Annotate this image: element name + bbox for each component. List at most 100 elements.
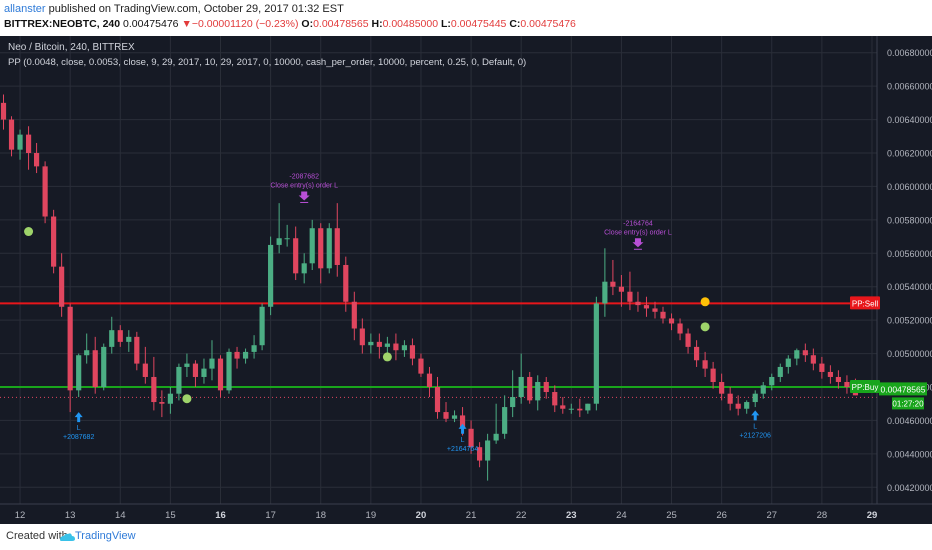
candle-body	[184, 363, 190, 367]
exit-amount: -2164764	[623, 220, 653, 227]
current-price-box	[879, 382, 927, 396]
candle-body	[176, 366, 182, 394]
candle-body	[568, 408, 574, 410]
price-axis[interactable]: 0.00680000 0.00660000 0.00640000 0.00620000…	[887, 48, 932, 493]
candle-body	[660, 311, 666, 319]
open-label: O:	[301, 18, 314, 30]
candle-body	[33, 153, 40, 167]
tradingview-brand[interactable]: TradingView	[75, 530, 136, 542]
close-value: 0.00475476	[520, 18, 576, 30]
candle-body	[276, 238, 282, 245]
candle-body	[477, 447, 483, 461]
x-tick-label: 29	[867, 510, 878, 521]
candle-body	[527, 376, 533, 401]
y-tick-label: 0.00520000	[887, 316, 932, 326]
candle-body	[284, 238, 290, 240]
candle-body	[159, 402, 165, 404]
candle-body	[142, 363, 148, 377]
x-tick-label: 24	[616, 510, 627, 521]
low-value: 0.00475445	[450, 18, 507, 30]
candle-body	[234, 351, 240, 359]
candle-body	[401, 345, 408, 351]
y-tick-label: 0.00500000	[887, 349, 932, 359]
level-label-box	[850, 380, 880, 393]
x-tick-label: 15	[165, 510, 176, 521]
long-entry-arrow	[74, 412, 83, 423]
y-tick-label: 0.00680000	[887, 48, 932, 58]
y-tick-label: 0.00600000	[887, 182, 932, 192]
x-tick-label: 22	[516, 510, 527, 521]
candle-body	[351, 301, 357, 329]
time-axis[interactable]: 12 13 14 15 16 17 18 19 20 21 22 23 24 25 26 27 28 29	[15, 510, 878, 521]
candle-body	[17, 134, 23, 150]
candle-body	[109, 330, 115, 347]
candle-body	[602, 281, 608, 304]
candle-body	[326, 228, 332, 269]
candle-body	[627, 291, 633, 302]
candle-body	[167, 393, 173, 404]
exit-label: Close entry(s) order L	[270, 182, 338, 189]
candle-body	[126, 336, 132, 342]
candle-body	[409, 345, 416, 359]
x-tick-label: 27	[766, 510, 777, 521]
chart-panel[interactable]: L +2087682 -2087682 Close entry(s) order L L…	[0, 36, 932, 524]
candle-body	[610, 281, 616, 287]
candle-body	[835, 376, 842, 382]
candle-body	[785, 358, 791, 367]
candle-body	[635, 301, 641, 306]
candle-body	[668, 318, 675, 324]
candle-body	[693, 346, 700, 361]
x-tick-label: 14	[115, 510, 126, 521]
publish-header: allanster published on TradingView.com, …	[0, 0, 932, 36]
candle-body	[226, 351, 232, 391]
candle-body	[802, 350, 808, 356]
candle-body	[426, 373, 433, 387]
study-legend[interactable]: PP (0.0048, close, 0.0053, close, 9, 29,…	[8, 57, 526, 68]
countdown-label: 01:27:20	[892, 399, 924, 408]
candle-body	[67, 306, 73, 391]
candle-body	[318, 228, 324, 269]
exit-label: Close entry(s) order L	[604, 229, 672, 236]
author-link[interactable]: allanster	[4, 3, 46, 15]
candle-body	[535, 381, 541, 401]
candle-body	[334, 228, 340, 265]
candle-body	[51, 216, 57, 267]
created-with-label: Created with	[6, 530, 68, 542]
candle-body	[251, 345, 257, 352]
long-entry-arrow	[458, 423, 467, 434]
publish-info: published on TradingView.com, October 29…	[45, 3, 344, 15]
price-chart[interactable]: L +2087682 -2087682 Close entry(s) order L L…	[0, 36, 932, 524]
x-tick-label: 19	[366, 510, 377, 521]
candle-body	[434, 387, 441, 413]
open-value: 0.00478565	[313, 18, 369, 30]
y-tick-label: 0.00620000	[887, 149, 932, 159]
price-change: −0.00001120 (−0.23%)	[191, 18, 299, 30]
candle-body	[134, 336, 140, 364]
candle-body	[92, 350, 98, 387]
candle-body	[560, 405, 566, 409]
candle-body	[451, 415, 458, 419]
x-tick-label: 18	[315, 510, 326, 521]
candle-body	[459, 415, 466, 429]
level-label: PP:Sell	[852, 299, 878, 308]
candle-body	[685, 333, 691, 347]
x-tick-label: 13	[65, 510, 76, 521]
candle-body	[268, 244, 274, 307]
candle-body	[585, 403, 591, 411]
candle-body	[618, 286, 625, 292]
level-label: PP:Buy	[852, 383, 879, 392]
long-entry-arrow	[751, 410, 760, 421]
candle-body	[485, 440, 491, 461]
candle-body	[25, 134, 32, 153]
chart-background	[0, 36, 932, 524]
candle-body	[217, 358, 224, 391]
candle-body	[443, 412, 449, 419]
candle-body	[8, 119, 15, 150]
candle-body	[844, 381, 850, 387]
candle-body	[794, 350, 800, 359]
entry-amount: +2087682	[63, 434, 94, 441]
publish-line: allanster published on TradingView.com, …	[4, 3, 344, 15]
candle-body	[418, 358, 424, 374]
candle-body	[577, 408, 583, 411]
x-tick-label: 26	[716, 510, 727, 521]
